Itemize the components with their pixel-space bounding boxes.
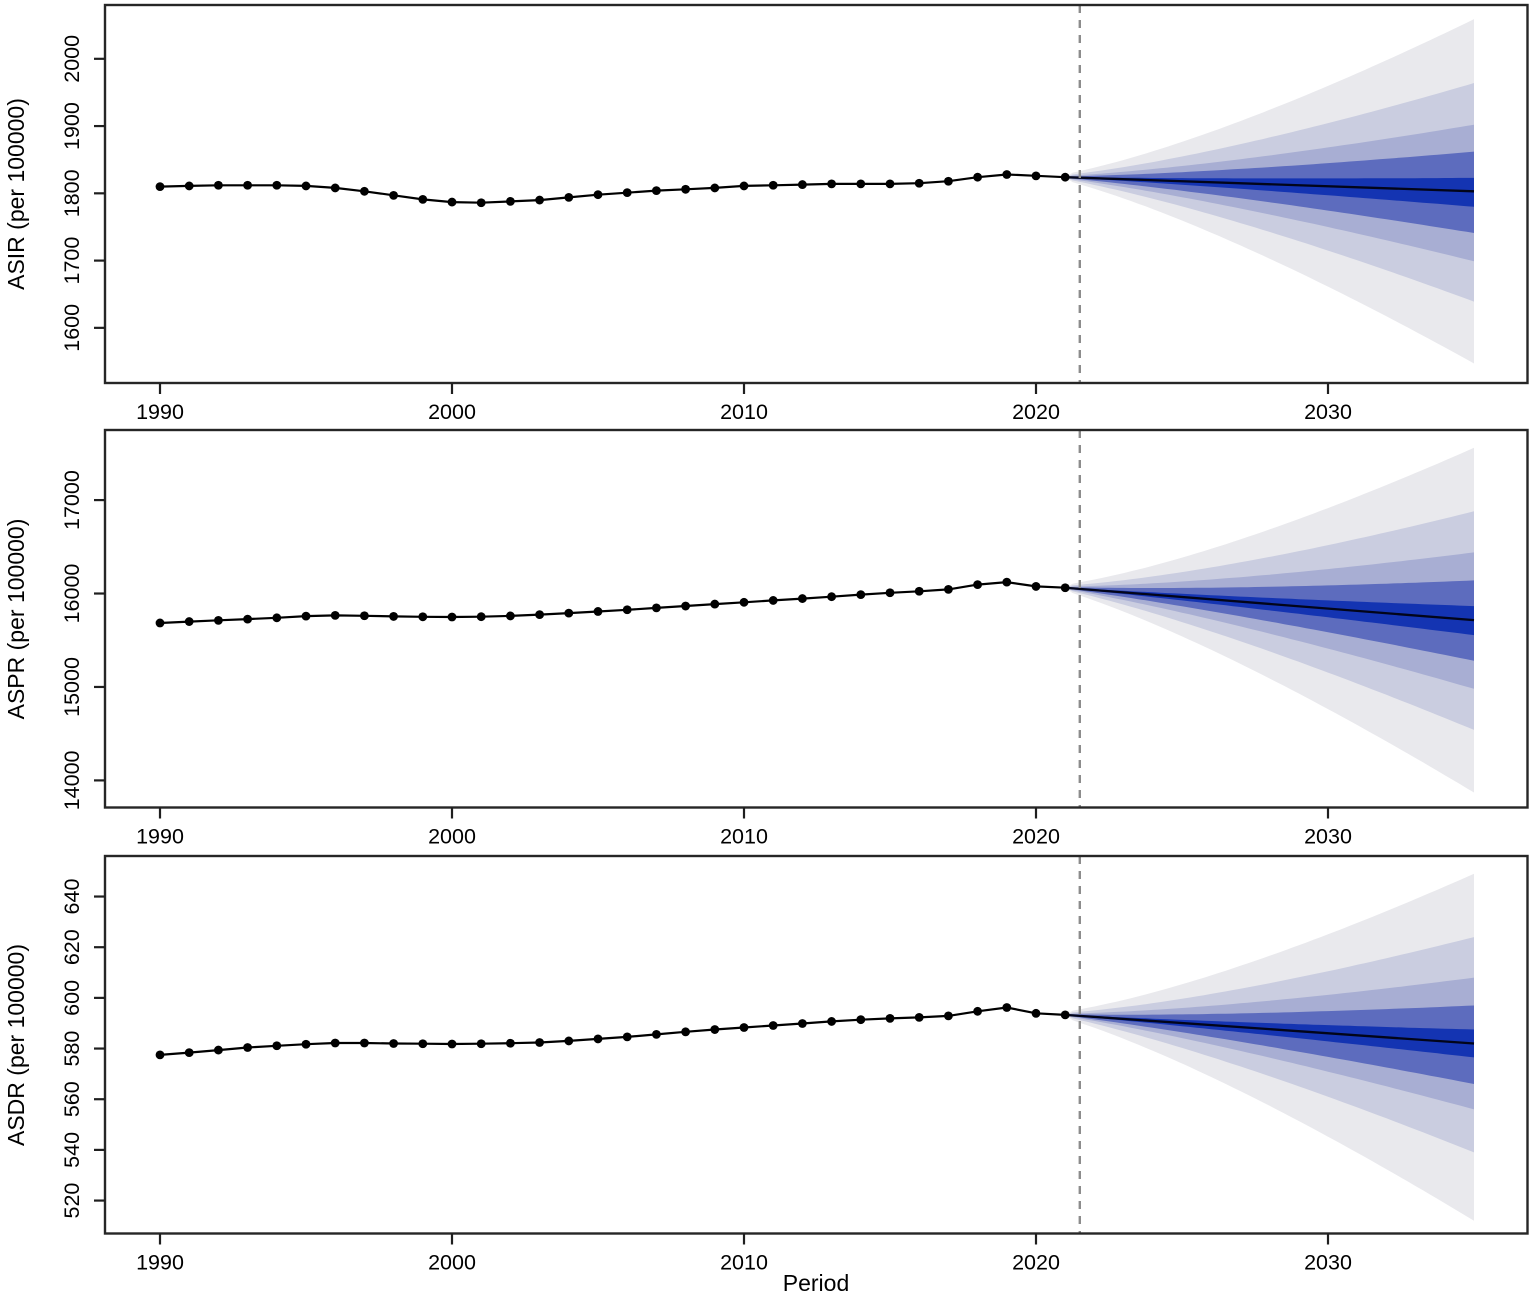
panel-aspr: 1990 2000 2010 2020 2030 14000 15000 16000 17000 <box>60 428 1529 849</box>
svg-text:2000: 2000 <box>428 825 476 849</box>
svg-text:2000: 2000 <box>60 35 84 83</box>
aspr-y-axis: 14000 15000 16000 17000 <box>60 470 105 810</box>
svg-text:600: 600 <box>60 980 84 1016</box>
svg-text:1800: 1800 <box>60 169 84 217</box>
asir-observed-points <box>155 170 1070 208</box>
svg-text:15000: 15000 <box>60 657 84 717</box>
svg-text:2030: 2030 <box>1304 1251 1352 1275</box>
svg-text:1600: 1600 <box>60 304 84 352</box>
svg-text:2020: 2020 <box>1012 825 1060 849</box>
svg-text:2020: 2020 <box>1012 400 1060 424</box>
aspr-credible-band-5 <box>1065 587 1474 636</box>
aspr-observed-points <box>155 577 1070 628</box>
asdr-panel-border <box>103 854 1529 1235</box>
svg-text:560: 560 <box>60 1081 84 1117</box>
svg-text:2020: 2020 <box>1012 1251 1060 1275</box>
svg-text:2010: 2010 <box>720 400 768 424</box>
svg-text:1990: 1990 <box>136 400 184 424</box>
svg-text:640: 640 <box>60 879 84 915</box>
svg-text:1990: 1990 <box>136 825 184 849</box>
aspr-projection-fan <box>1065 447 1474 793</box>
svg-text:2010: 2010 <box>720 825 768 849</box>
svg-text:17000: 17000 <box>60 470 84 530</box>
asir-observed-line <box>159 173 1066 204</box>
svg-text:520: 520 <box>60 1183 84 1219</box>
svg-text:1700: 1700 <box>60 237 84 285</box>
asdr-y-axis: 520 540 560 580 600 620 640 <box>60 879 105 1219</box>
asdr-observed-points <box>155 1003 1070 1060</box>
svg-text:580: 580 <box>60 1031 84 1067</box>
svg-text:1990: 1990 <box>136 1251 184 1275</box>
asir-y-axis: 1600 1700 1800 1900 2000 <box>60 35 105 352</box>
asdr-credible-band-5 <box>1065 1014 1474 1058</box>
svg-text:2000: 2000 <box>428 1251 476 1275</box>
aspr-credible-band-4 <box>1065 580 1474 661</box>
svg-text:620: 620 <box>60 929 84 965</box>
asdr-credible-band-4 <box>1065 1005 1474 1084</box>
aspr-projection-median-line <box>1065 586 1475 622</box>
x-axis-title: Period <box>782 1270 850 1296</box>
svg-text:14000: 14000 <box>60 750 84 810</box>
panel-asdr: 1990 2000 2010 2020 2030 520 540 560 580 600 620 64… <box>60 854 1529 1275</box>
asir-projection-fan <box>1065 19 1474 364</box>
aspr-observed-line <box>159 580 1066 625</box>
svg-text:2010: 2010 <box>720 1251 768 1275</box>
svg-text:2000: 2000 <box>428 400 476 424</box>
svg-text:2030: 2030 <box>1304 825 1352 849</box>
asdr-projection-median-line <box>1065 1013 1475 1045</box>
aspr-x-axis: 1990 2000 2010 2020 2030 <box>136 807 1352 849</box>
svg-text:16000: 16000 <box>60 564 84 624</box>
asir-x-axis: 1990 2000 2010 2020 2030 <box>136 383 1352 424</box>
asdr-observed-line <box>159 1006 1066 1056</box>
aspr-panel-border <box>103 428 1529 809</box>
asir-projection-median-line <box>1065 176 1475 193</box>
svg-text:540: 540 <box>60 1132 84 1168</box>
panel-asir: 1990 2000 2010 2020 2030 1600 1700 1800 1900 2000 <box>60 3 1529 424</box>
svg-text:1900: 1900 <box>60 102 84 150</box>
asdr-x-axis: 1990 2000 2010 2020 2030 <box>136 1233 1352 1275</box>
asir-credible-band-5 <box>1065 177 1474 207</box>
asdr-projection-fan <box>1065 873 1474 1221</box>
asir-credible-band-4 <box>1065 151 1474 233</box>
svg-text:2030: 2030 <box>1304 400 1352 424</box>
